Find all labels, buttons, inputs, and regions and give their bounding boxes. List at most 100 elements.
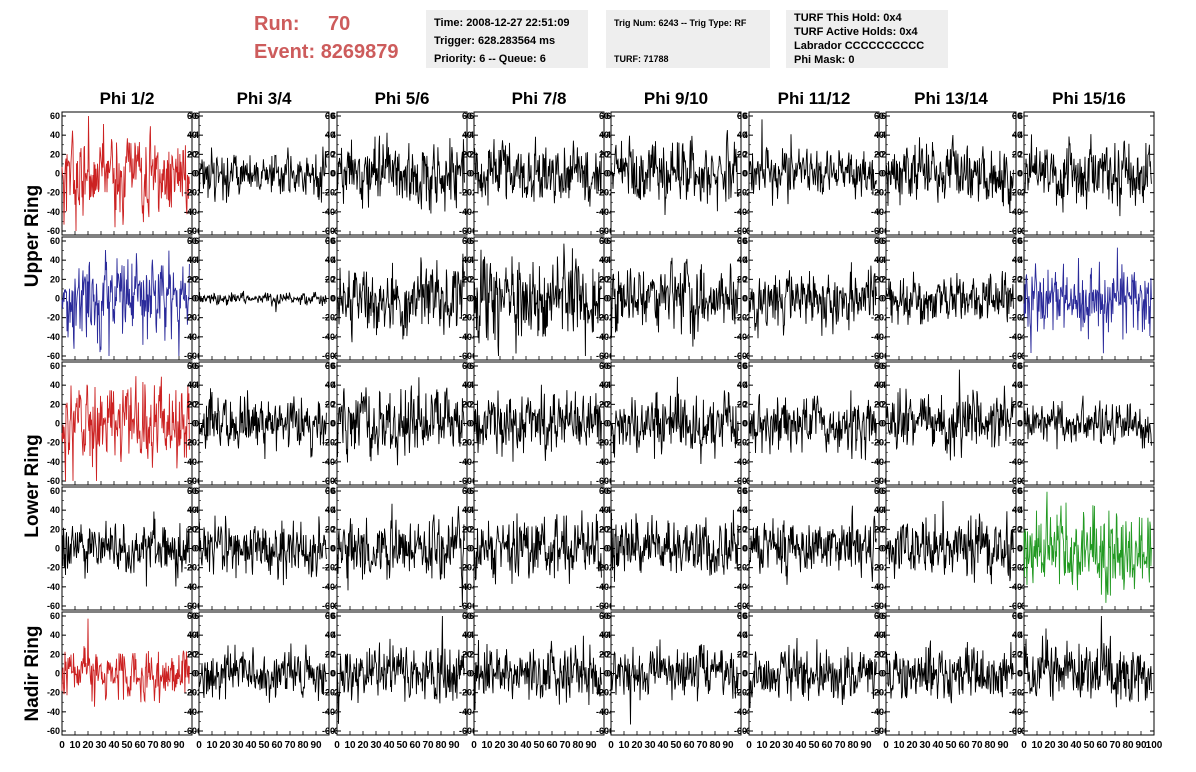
y-tick-label-right: 60 (1018, 361, 1028, 371)
y-tick-label-left: 0 (330, 669, 335, 679)
y-tick-label-left: -40 (596, 207, 609, 217)
y-tick-label-left: -20 (596, 563, 609, 573)
y-tick-label-left: -40 (184, 457, 197, 467)
x-tick-label: 40 (520, 740, 532, 751)
y-tick-label-left: -40 (1009, 457, 1022, 467)
y-tick-label-left: -20 (596, 188, 609, 198)
y-tick-label-left: 40 (1012, 130, 1022, 140)
x-tick-label: 10 (344, 740, 356, 751)
run-value: 70 (328, 13, 351, 35)
y-tick-label-left: 20 (325, 524, 335, 534)
y-tick-label-left: 0 (192, 669, 197, 679)
y-tick-label-right: 0 (331, 669, 336, 679)
y-tick-label-left: -60 (871, 226, 884, 236)
x-tick-label: 30 (1057, 740, 1069, 751)
y-tick-label-left: 60 (462, 111, 472, 121)
waveform-r5-c6 (748, 637, 877, 709)
column-title-1: Phi 1/2 (100, 89, 155, 108)
x-tick-label: 60 (683, 740, 695, 751)
y-tick-label-left: -40 (184, 332, 197, 342)
x-tick-label: 90 (310, 740, 322, 751)
y-tick-label-left: -60 (47, 601, 60, 611)
y-tick-label-left: 0 (742, 419, 747, 429)
y-tick-label-left: 20 (599, 274, 609, 284)
waveform-r5-c1 (61, 618, 190, 707)
y-tick-label-left: -20 (184, 688, 197, 698)
y-tick-label-left: 20 (325, 274, 335, 284)
x-tick-label: 60 (821, 740, 833, 751)
y-tick-label-left: -60 (459, 226, 472, 236)
y-tick-label-right: 0 (469, 294, 474, 304)
y-tick-label-left: 0 (192, 294, 197, 304)
y-tick-label-left: -60 (322, 476, 335, 486)
time-info-box: Time: 2008-12-27 22:51:09 Trigger: 628.2… (426, 10, 588, 68)
x-tick-label: 40 (795, 740, 807, 751)
y-tick-label-right: 0 (881, 669, 886, 679)
x-tick-label: 70 (559, 740, 571, 751)
y-tick-label-right: 40 (331, 255, 341, 265)
y-tick-label-right: 0 (1018, 544, 1023, 554)
y-tick-label-left: -60 (871, 601, 884, 611)
x-tick-label: 0 (196, 740, 202, 751)
y-tick-label-left: -60 (871, 351, 884, 361)
waveform-r5-c5 (610, 639, 739, 725)
y-tick-label-left: -40 (47, 457, 60, 467)
y-tick-label-left: 60 (462, 361, 472, 371)
x-tick-label: 10 (206, 740, 218, 751)
y-tick-label-left: -60 (47, 226, 60, 236)
y-tick-label-left: 0 (192, 544, 197, 554)
y-tick-label-left: 40 (1012, 380, 1022, 390)
waveform-r1-c8 (1023, 134, 1152, 217)
y-tick-label-left: 60 (737, 611, 747, 621)
y-tick-label-left: -40 (184, 582, 197, 592)
x-tick-label: 20 (82, 740, 94, 751)
y-tick-label-left: -60 (596, 601, 609, 611)
y-tick-label-left: 40 (599, 630, 609, 640)
x-tick-label: 0 (1021, 740, 1027, 751)
x-tick-label: 30 (644, 740, 656, 751)
y-tick-label-left: 20 (1012, 274, 1022, 284)
waveform-r3-c6 (748, 390, 877, 461)
y-tick-label-right: 40 (1018, 630, 1028, 640)
y-tick-label-left: -60 (47, 351, 60, 361)
waveform-r4-c7 (885, 500, 1014, 585)
y-tick-label-left: 0 (330, 544, 335, 554)
y-tick-label-right: 20 (743, 274, 753, 284)
x-tick-label: 90 (173, 740, 185, 751)
y-tick-label-left: 20 (187, 524, 197, 534)
y-tick-label-left: -20 (459, 438, 472, 448)
y-tick-label-left: -60 (47, 726, 60, 736)
y-tick-label-left: -60 (184, 226, 197, 236)
y-tick-label-left: -60 (734, 351, 747, 361)
y-tick-label-left: 20 (1012, 399, 1022, 409)
y-tick-label-left: 40 (462, 130, 472, 140)
waveform-r3-c1 (61, 376, 190, 482)
y-tick-label-left: -20 (459, 313, 472, 323)
y-tick-label-left: -40 (322, 457, 335, 467)
y-tick-label-left: 40 (50, 130, 60, 140)
waveform-r2-c7 (885, 270, 1014, 325)
y-tick-label-left: 40 (874, 255, 884, 265)
y-tick-label-left: -40 (1009, 332, 1022, 342)
y-tick-label-right: 60 (1018, 486, 1028, 496)
y-tick-label-left: 0 (742, 294, 747, 304)
y-tick-label-right: 0 (469, 544, 474, 554)
y-tick-label-left: -20 (734, 563, 747, 573)
y-tick-label-left: 60 (737, 236, 747, 246)
y-tick-label-left: 60 (187, 611, 197, 621)
y-tick-label-left: 20 (1012, 649, 1022, 659)
y-tick-label-right: 0 (743, 419, 748, 429)
y-tick-label-right: 0 (606, 669, 611, 679)
y-tick-label-left: 60 (50, 236, 60, 246)
y-tick-label-left: 0 (55, 419, 60, 429)
y-tick-label-left: -20 (322, 188, 335, 198)
y-tick-label-left: 60 (1012, 361, 1022, 371)
x-tick-label: 50 (1083, 740, 1095, 751)
y-tick-label-left: 60 (874, 486, 884, 496)
y-tick-label-left: 20 (462, 524, 472, 534)
y-tick-label-left: -40 (459, 457, 472, 467)
column-title-8: Phi 15/16 (1052, 89, 1126, 108)
waveform-r5-c2 (198, 643, 327, 703)
column-title-2: Phi 3/4 (237, 89, 292, 108)
trig-num-line: Trig Num: 6243 -- Trig Type: RF (614, 18, 747, 28)
